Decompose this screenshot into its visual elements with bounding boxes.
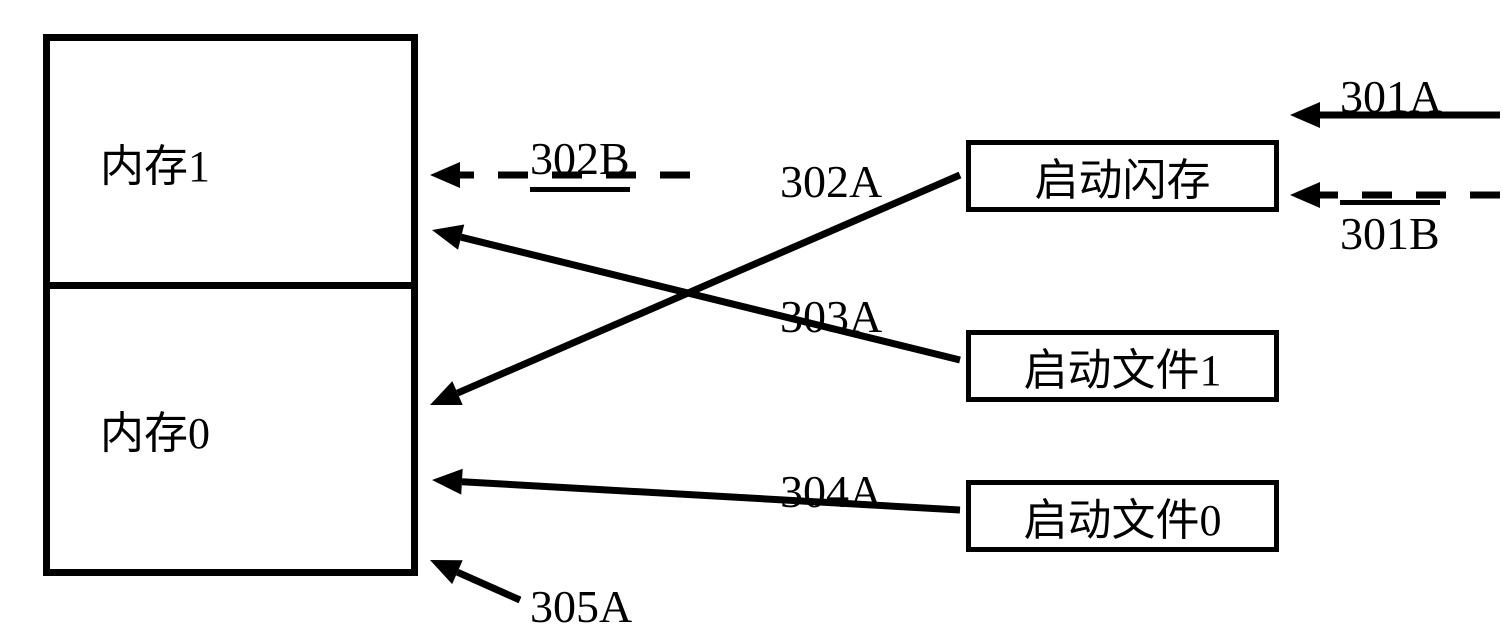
boot-flash-label: 启动闪存 xyxy=(1035,144,1211,208)
memory-1-label: 内存1 xyxy=(100,130,210,194)
boot-file-0-box: 启动文件0 xyxy=(966,480,1279,552)
boot-flash-box: 启动闪存 xyxy=(966,140,1279,212)
label-303a: 303A xyxy=(780,290,882,343)
label-302b: 302B xyxy=(530,132,630,192)
arrow-head-a304A xyxy=(432,469,463,495)
memory-0-box: 内存0 xyxy=(43,282,418,576)
memory-1-box: 内存1 xyxy=(43,34,418,289)
memory-0-label: 内存0 xyxy=(100,397,210,461)
arrow-line-a303A xyxy=(461,237,960,360)
arrow-head-a301A xyxy=(1290,102,1320,128)
arrow-head-a302A xyxy=(430,381,463,405)
arrow-line-a304A xyxy=(462,482,960,510)
boot-file-1-box: 启动文件1 xyxy=(966,330,1279,402)
arrow-head-a303A xyxy=(432,225,464,250)
arrow-head-a301B xyxy=(1290,182,1320,208)
arrow-line-a302A xyxy=(458,175,960,393)
label-304a: 304A xyxy=(780,465,882,518)
arrow-head-a305A xyxy=(430,560,463,584)
boot-file-0-label: 启动文件0 xyxy=(1024,484,1222,548)
label-302a: 302A xyxy=(780,155,882,208)
boot-file-1-label: 启动文件1 xyxy=(1024,334,1222,398)
arrow-head-a302B xyxy=(430,162,460,188)
arrow-line-a305A xyxy=(457,572,520,600)
label-301a: 301A xyxy=(1340,70,1442,123)
label-305a: 305A xyxy=(530,580,632,633)
label-301b: 301B xyxy=(1340,200,1440,260)
